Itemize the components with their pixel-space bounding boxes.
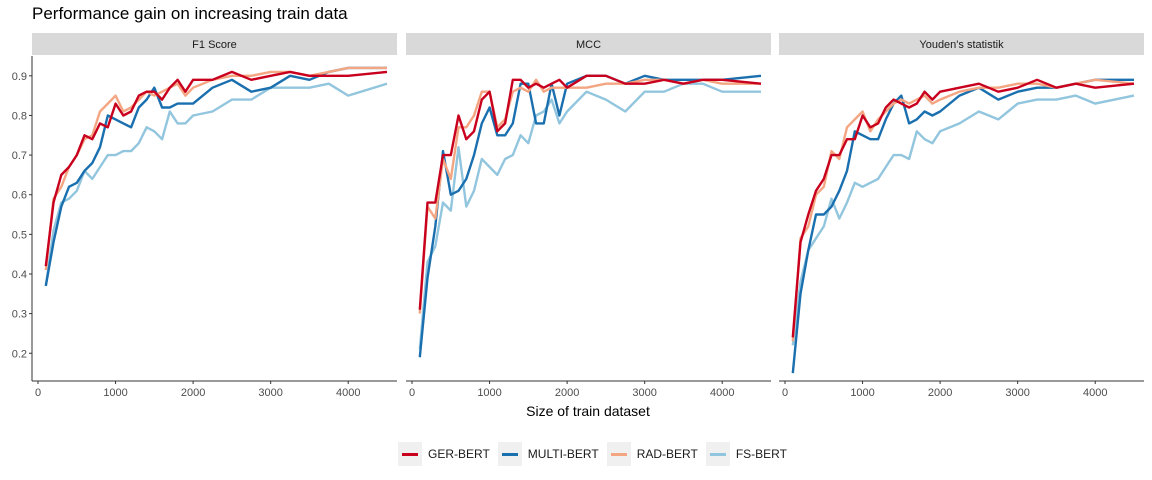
x-tick-label: 1000: [103, 387, 127, 399]
series-line-ger-bert: [44, 70, 388, 267]
x-tick-label: 0: [409, 387, 415, 399]
legend-label: GER-BERT: [428, 447, 490, 461]
x-tick-label: 4000: [1083, 387, 1107, 399]
legend-key-ger-bert: [398, 442, 422, 466]
legend: GER-BERT MULTI-BERT RAD-BERT FS-BERT: [398, 442, 795, 466]
figure-title: Performance gain on increasing train dat…: [32, 4, 348, 23]
series-line-ger-bert: [791, 78, 1135, 338]
series-line-multi-bert: [418, 74, 762, 358]
x-axis-label: Size of train dataset: [526, 403, 650, 419]
legend-label: MULTI-BERT: [527, 447, 599, 461]
legend-item-multi-bert: MULTI-BERT: [497, 442, 599, 466]
x-tick-label: 4000: [710, 387, 734, 399]
series-line-rad-bert: [418, 78, 761, 314]
x-tick-label: 1000: [850, 387, 874, 399]
y-tick-label: 0.2: [12, 348, 27, 360]
y-tick-label: 0.3: [12, 309, 27, 321]
legend-key-rad-bert: [606, 442, 631, 466]
facet-strip-label: Youden's statistik: [919, 39, 1004, 51]
y-tick-label: 0.4: [12, 269, 27, 281]
y-tick-label: 0.7: [12, 150, 27, 162]
legend-item-fs-bert: FS-BERT: [705, 442, 787, 466]
series-line-rad-bert: [44, 66, 387, 271]
x-tick-label: 3000: [258, 387, 282, 399]
facet-strip: [779, 33, 1144, 55]
series-line-fs-bert: [44, 82, 388, 287]
series-line-ger-bert: [418, 74, 762, 310]
x-tick-label: 3000: [1005, 387, 1029, 399]
legend-label: FS-BERT: [735, 447, 787, 461]
legend-item-ger-bert: GER-BERT: [398, 442, 490, 466]
y-tick-label: 0.9: [12, 71, 27, 83]
y-tick-label: 0.6: [12, 190, 27, 202]
legend-label: RAD-BERT: [636, 447, 698, 461]
series-line-fs-bert: [418, 82, 761, 350]
x-tick-label: 2000: [181, 387, 205, 399]
series-line-fs-bert: [791, 94, 1135, 346]
x-tick-label: 3000: [632, 387, 656, 399]
x-tick-label: 1000: [477, 387, 501, 399]
series-line-multi-bert: [791, 78, 1134, 374]
legend-key-fs-bert: [705, 442, 730, 466]
x-tick-label: 0: [35, 387, 41, 399]
legend-item-rad-bert: RAD-BERT: [606, 442, 698, 466]
facet-strip: [32, 33, 397, 55]
y-tick-label: 0.8: [12, 110, 27, 122]
x-tick-label: 4000: [336, 387, 360, 399]
facet-strip: [406, 33, 771, 55]
x-tick-label: 2000: [928, 387, 952, 399]
y-tick-label: 0.5: [12, 229, 27, 241]
facet-strip-label: MCC: [576, 39, 601, 51]
legend-key-multi-bert: [497, 442, 522, 466]
series-line-multi-bert: [44, 66, 387, 287]
x-tick-label: 0: [782, 387, 788, 399]
facet-strip-label: F1 Score: [192, 39, 237, 51]
x-tick-label: 2000: [555, 387, 579, 399]
